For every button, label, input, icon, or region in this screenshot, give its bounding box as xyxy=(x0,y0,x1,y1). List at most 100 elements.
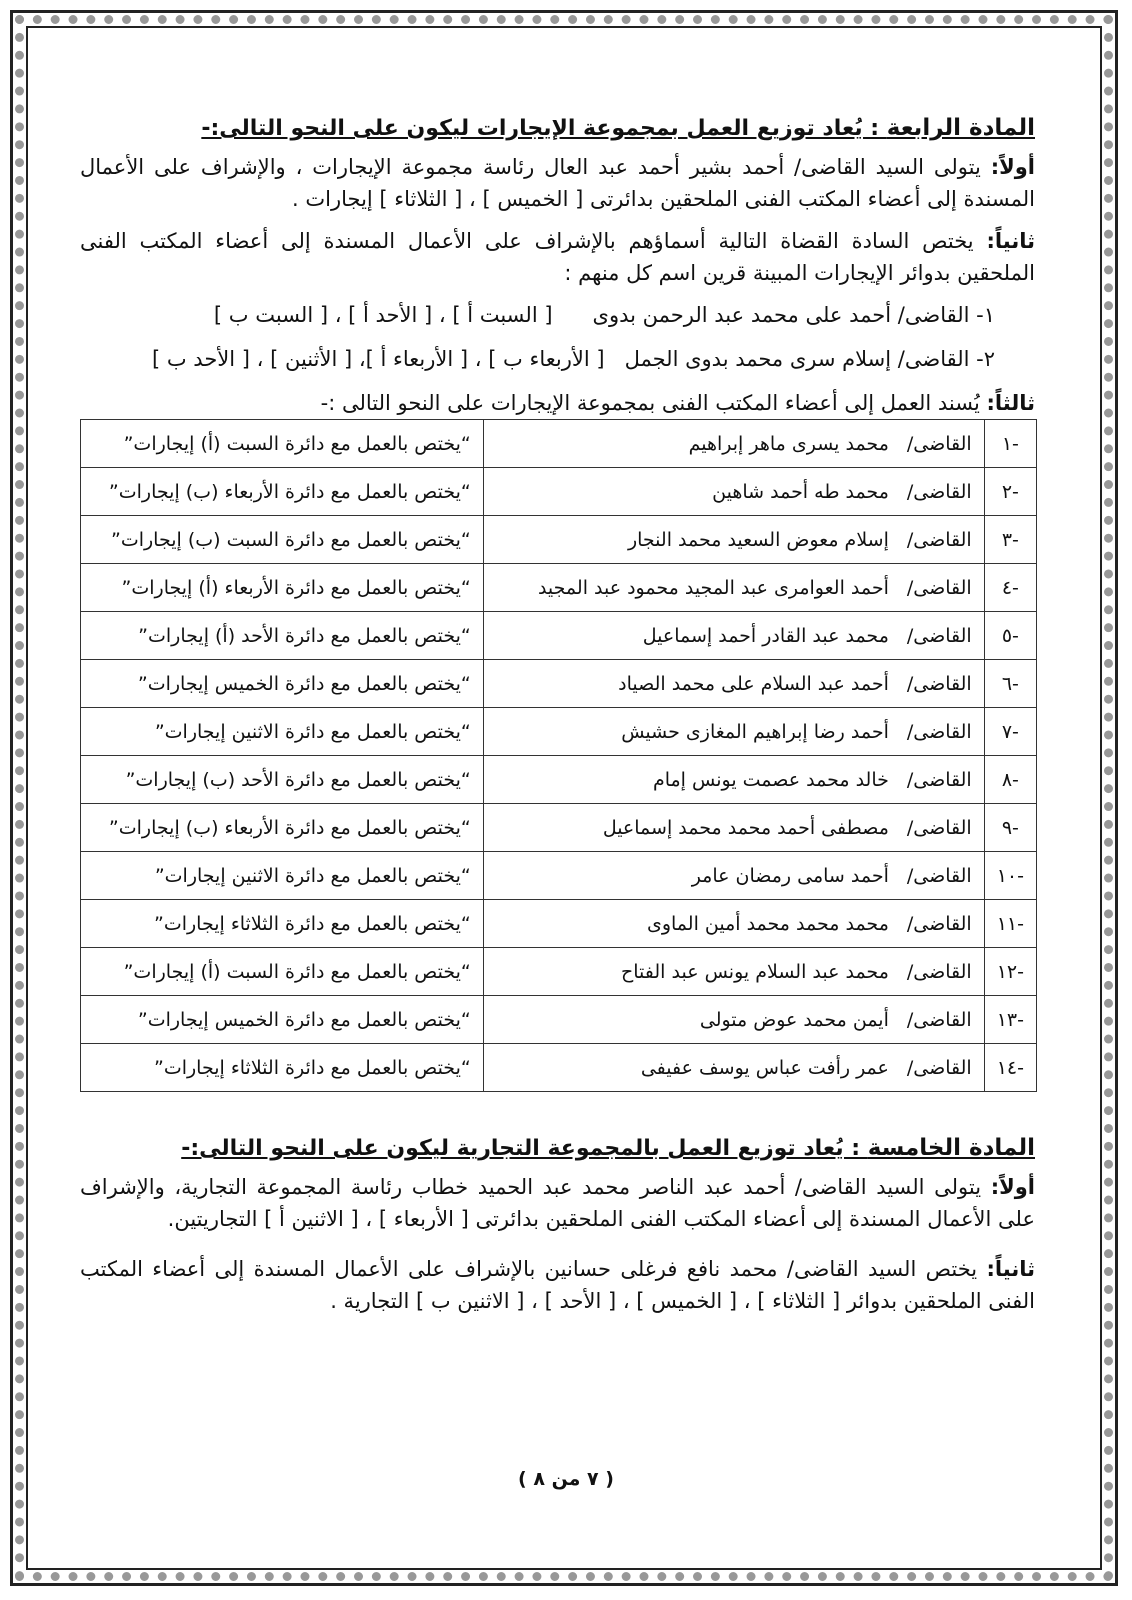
row-number: -٩ xyxy=(983,803,1038,852)
judge-cell: القاضى/محمد طه أحمد شاهين xyxy=(482,467,985,516)
row-number: -٧ xyxy=(983,707,1038,756)
judge-name: خالد محمد عصمت يونس إمام xyxy=(652,768,889,791)
judge-cell: القاضى/محمد يسرى ماهر إبراهيم xyxy=(482,419,985,468)
judge-cell: القاضى/عمر رأفت عباس يوسف عفيفى xyxy=(482,1043,985,1092)
decorative-border-pattern xyxy=(15,15,1113,1581)
item-circuits: [ الأربعاء ب ] ، [ الأربعاء أ ]، [ الأثن… xyxy=(151,347,605,371)
table-row: -٥ القاضى/محمد عبد القادر أحمد إسماعيل “… xyxy=(80,611,1038,660)
row-number: -١٣ xyxy=(983,995,1038,1044)
assignment-cell: “يختص بالعمل مع دائرة الثلاثاء إيجارات” xyxy=(80,1043,484,1092)
assignment-cell: “يختص بالعمل مع دائرة السبت (أ) إيجارات” xyxy=(80,419,484,468)
assignment-cell: “يختص بالعمل مع دائرة الاثنين إيجارات” xyxy=(80,851,484,900)
first-text: يتولى السيد القاضى/ أحمد عبد الناصر محمد… xyxy=(80,1175,1035,1231)
assignment-cell: “يختص بالعمل مع دائرة الاثنين إيجارات” xyxy=(80,707,484,756)
judge-cell: القاضى/خالد محمد عصمت يونس إمام xyxy=(482,755,985,804)
row-number: -٣ xyxy=(983,515,1038,564)
judge-name: محمد عبد القادر أحمد إسماعيل xyxy=(642,624,889,647)
judge-title: القاضى/ xyxy=(906,672,972,695)
item-number: ٢- xyxy=(976,347,995,371)
table-row: -١٠ القاضى/أحمد سامى رمضان عامر “يختص با… xyxy=(80,851,1038,900)
judge-title: القاضى/ xyxy=(906,528,972,551)
row-number: -٢ xyxy=(983,467,1038,516)
second-label: ثانياً: xyxy=(986,229,1035,253)
judge-name: إسلام معوض السعيد محمد النجار xyxy=(627,528,889,551)
article5-label: المادة الخامسة xyxy=(867,1135,1035,1161)
judge-title: القاضى/ xyxy=(906,480,972,503)
judge-title: القاضى/ xyxy=(906,768,972,791)
table-row: -١٤ القاضى/عمر رأفت عباس يوسف عفيفى “يخت… xyxy=(80,1043,1038,1092)
judge-title: القاضى/ xyxy=(906,1056,972,1079)
first-label: أولاً: xyxy=(990,1175,1035,1199)
judge-cell: القاضى/محمد عبد القادر أحمد إسماعيل xyxy=(482,611,985,660)
article4-heading: المادة الرابعة : يُعاد توزيع العمل بمجمو… xyxy=(80,112,1035,145)
judge-name: محمد محمد محمد أمين الماوى xyxy=(646,912,889,935)
assignment-cell: “يختص بالعمل مع دائرة الثلاثاء إيجارات” xyxy=(80,899,484,948)
item-circuits: [ السبت أ ] ، [ الأحد أ ] ، [ السبت ب ] xyxy=(213,303,553,327)
table-row: -١ القاضى/محمد يسرى ماهر إبراهيم “يختص ب… xyxy=(80,419,1038,468)
page-border-inner xyxy=(26,26,1102,1570)
judge-title: القاضى/ xyxy=(906,864,972,887)
judge-title: القاضى/ xyxy=(906,576,972,599)
second-text: يختص السادة القضاة التالية أسماؤهم بالإش… xyxy=(80,229,1035,285)
row-number: -٤ xyxy=(983,563,1038,612)
article4-label: المادة الرابعة xyxy=(886,115,1035,141)
assignment-cell: “يختص بالعمل مع دائرة الخميس إيجارات” xyxy=(80,659,484,708)
second-label: ثانياً: xyxy=(986,1257,1035,1281)
row-number: -١٠ xyxy=(983,851,1038,900)
row-number: -١١ xyxy=(983,899,1038,948)
judge-name: أحمد عبد السلام على محمد الصياد xyxy=(618,672,889,695)
table-row: -١١ القاضى/محمد محمد محمد أمين الماوى “ي… xyxy=(80,899,1038,948)
judge-cell: القاضى/مصطفى أحمد محمد محمد إسماعيل xyxy=(482,803,985,852)
page-number: ( ٧ من ٨ ) xyxy=(518,1468,614,1490)
judge-cell: القاضى/إسلام معوض السعيد محمد النجار xyxy=(482,515,985,564)
first-text: يتولى السيد القاضى/ أحمد بشير أحمد عبد ا… xyxy=(80,155,1035,211)
row-number: -٦ xyxy=(983,659,1038,708)
judge-name: أحمد رضا إبراهيم المغازى حشيش xyxy=(621,720,889,743)
table-row: -٦ القاضى/أحمد عبد السلام على محمد الصيا… xyxy=(80,659,1038,708)
second-text: يختص السيد القاضى/ محمد نافع فرغلى حساني… xyxy=(80,1257,1035,1313)
judge-name: محمد يسرى ماهر إبراهيم xyxy=(688,432,889,455)
article4-heading-text: : يُعاد توزيع العمل بمجموعة الإيجارات لي… xyxy=(201,116,887,141)
document-body: المادة الرابعة : يُعاد توزيع العمل بمجمو… xyxy=(80,112,1038,1327)
assignment-table: -١ القاضى/محمد يسرى ماهر إبراهيم “يختص ب… xyxy=(80,419,1038,1092)
judge-cell: القاضى/أحمد سامى رمضان عامر xyxy=(482,851,985,900)
article5-heading: المادة الخامسة : يُعاد توزيع العمل بالمج… xyxy=(80,1132,1035,1165)
judge-cell: القاضى/محمد عبد السلام يونس عبد الفتاح xyxy=(482,947,985,996)
first-label: أولاً: xyxy=(990,155,1035,179)
judge-cell: القاضى/محمد محمد محمد أمين الماوى xyxy=(482,899,985,948)
assignment-cell: “يختص بالعمل مع دائرة الأربعاء (أ) إيجار… xyxy=(80,563,484,612)
assignment-cell: “يختص بالعمل مع دائرة الخميس إيجارات” xyxy=(80,995,484,1044)
row-number: -٥ xyxy=(983,611,1038,660)
assignment-cell: “يختص بالعمل مع دائرة الأحد (أ) إيجارات” xyxy=(80,611,484,660)
judge-name: أحمد سامى رمضان عامر xyxy=(691,864,889,887)
judge-cell: القاضى/أحمد العوامرى عبد المجيد محمود عب… xyxy=(482,563,985,612)
judge-title: القاضى/ xyxy=(906,960,972,983)
table-row: -١٢ القاضى/محمد عبد السلام يونس عبد الفت… xyxy=(80,947,1038,996)
judge-title: القاضى/ xyxy=(906,720,972,743)
row-number: -١ xyxy=(983,419,1038,468)
judge-title: القاضى/ xyxy=(906,1008,972,1031)
table-row: -٣ القاضى/إسلام معوض السعيد محمد النجار … xyxy=(80,515,1038,564)
judge-name: محمد عبد السلام يونس عبد الفتاح xyxy=(620,960,889,983)
judge-title: القاضى/ xyxy=(906,816,972,839)
table-row: -٧ القاضى/أحمد رضا إبراهيم المغازى حشيش … xyxy=(80,707,1038,756)
row-number: -١٢ xyxy=(983,947,1038,996)
item-number: ١- xyxy=(976,303,995,327)
table-row: -١٣ القاضى/أيمن محمد عوض متولى “يختص بال… xyxy=(80,995,1038,1044)
assignment-cell: “يختص بالعمل مع دائرة السبت (ب) إيجارات” xyxy=(80,515,484,564)
judge-name: عمر رأفت عباس يوسف عفيفى xyxy=(640,1056,889,1079)
list-item: ٢- القاضى/ إسلام سرى محمد بدوى الجمل [ ال… xyxy=(80,343,1035,375)
row-number: -١٤ xyxy=(983,1043,1038,1092)
assignment-cell: “يختص بالعمل مع دائرة الأربعاء (ب) إيجار… xyxy=(80,467,484,516)
page-border-outer xyxy=(10,10,1118,1586)
judge-title: القاضى/ xyxy=(906,912,972,935)
list-item: ١- القاضى/ أحمد على محمد عبد الرحمن بدوى… xyxy=(80,299,1035,331)
article5-second: ثانياً: يختص السيد القاضى/ محمد نافع فرغ… xyxy=(80,1253,1035,1317)
judge-title: القاضى/ xyxy=(906,432,972,455)
judge-name: محمد طه أحمد شاهين xyxy=(712,480,889,503)
assignment-cell: “يختص بالعمل مع دائرة السبت (أ) إيجارات” xyxy=(80,947,484,996)
table-row: -٤ القاضى/أحمد العوامرى عبد المجيد محمود… xyxy=(80,563,1038,612)
table-row: -٩ القاضى/مصطفى أحمد محمد محمد إسماعيل “… xyxy=(80,803,1038,852)
table-row: -٢ القاضى/محمد طه أحمد شاهين “يختص بالعم… xyxy=(80,467,1038,516)
judge-title: القاضى/ xyxy=(906,624,972,647)
